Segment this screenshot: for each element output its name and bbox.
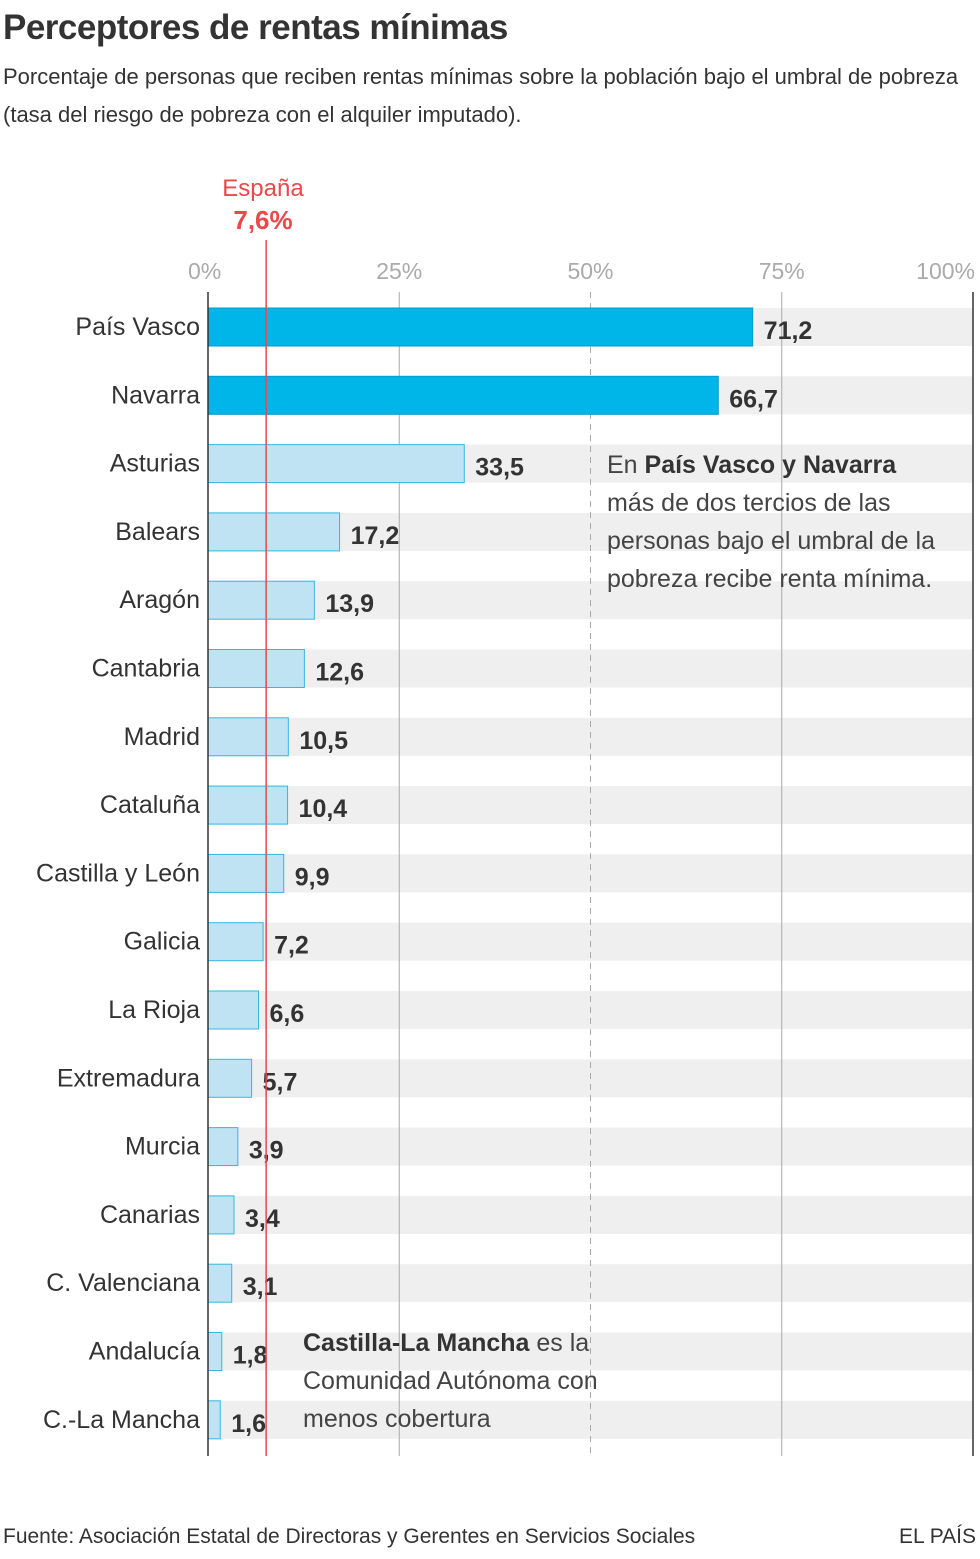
data-label: 1,6 — [231, 1410, 266, 1438]
category-label: Aragón — [119, 586, 200, 614]
bar — [207, 717, 289, 757]
chart-subtitle: Porcentaje de personas que reciben renta… — [3, 64, 959, 127]
reference-label-value: 7,6% — [233, 205, 293, 235]
source-note: Fuente: Asociación Estatal de Directoras… — [3, 1525, 696, 1548]
annotation-bottom-rest: es la Comunidad Autónoma con menos cober… — [303, 1329, 598, 1433]
category-label: La Rioja — [108, 996, 200, 1024]
data-label: 6,6 — [269, 1000, 304, 1028]
category-label: Cantabria — [92, 655, 200, 683]
category-label: Navarra — [111, 381, 200, 409]
category-label: Madrid — [124, 723, 200, 751]
bar — [207, 990, 259, 1030]
data-label: 10,5 — [299, 727, 348, 755]
data-label: 71,2 — [764, 317, 813, 345]
data-label: 3,4 — [245, 1205, 280, 1233]
category-label: C.-La Mancha — [43, 1406, 200, 1434]
bar — [207, 1127, 239, 1167]
annotation-top-prefix: En — [607, 451, 645, 479]
category-label: Murcia — [125, 1133, 200, 1161]
bar — [207, 307, 754, 347]
bar — [207, 922, 264, 962]
data-label: 33,5 — [475, 454, 524, 482]
data-label: 66,7 — [729, 385, 778, 413]
x-tick-label: 75% — [759, 258, 805, 284]
annotation-top: En País Vasco y Navarra más de dos terci… — [607, 446, 937, 598]
data-label: 7,2 — [274, 932, 309, 960]
x-tick-label: 0% — [188, 258, 221, 284]
category-label: C. Valenciana — [46, 1269, 200, 1297]
category-label: Castilla y León — [36, 859, 200, 887]
annotation-top-bold: País Vasco y Navarra — [644, 451, 897, 479]
annotation-bottom: Castilla-La Mancha es la Comunidad Autón… — [303, 1324, 633, 1438]
category-label: Balears — [115, 518, 200, 546]
annotation-bottom-bold: Castilla-La Mancha — [303, 1329, 530, 1357]
x-tick-label: 100% — [916, 258, 975, 284]
bar — [207, 1195, 235, 1235]
bar — [207, 649, 305, 688]
x-tick-label: 25% — [376, 258, 422, 284]
bar — [207, 1058, 253, 1098]
category-label: Galicia — [124, 928, 201, 956]
x-tick-label: 50% — [567, 258, 613, 284]
category-label: Canarias — [100, 1201, 200, 1229]
bar — [207, 853, 285, 893]
bar — [207, 375, 719, 415]
bar — [207, 785, 289, 825]
category-label: Andalucía — [89, 1338, 200, 1366]
bar — [207, 1263, 233, 1303]
bar — [207, 444, 465, 484]
bar — [207, 1332, 223, 1371]
bar — [207, 1400, 221, 1440]
category-label: Cataluña — [100, 791, 200, 819]
brand-logo: EL PAÍS — [898, 1525, 976, 1548]
data-label: 17,2 — [351, 522, 400, 550]
data-label: 5,7 — [263, 1068, 298, 1096]
data-label: 3,1 — [243, 1273, 278, 1301]
bar-chart: 0% 25% 50% 75% 100% País Vasco 71,2 Navarra 66,7… — [36, 240, 975, 1456]
annotation-top-rest: más de dos tercios de las personas bajo … — [607, 489, 935, 593]
data-label: 12,6 — [315, 659, 364, 687]
data-label: 1,8 — [233, 1342, 268, 1370]
category-label: País Vasco — [75, 313, 200, 341]
category-label: Asturias — [110, 450, 200, 478]
chart-title: Perceptores de rentas mínimas — [3, 8, 508, 47]
data-label: 13,9 — [325, 590, 374, 618]
data-label: 10,4 — [299, 795, 348, 823]
reference-label-name: España — [222, 175, 304, 202]
bar — [207, 580, 315, 620]
category-label: Extremadura — [57, 1064, 200, 1092]
bar — [207, 512, 341, 552]
data-label: 9,9 — [295, 863, 330, 891]
